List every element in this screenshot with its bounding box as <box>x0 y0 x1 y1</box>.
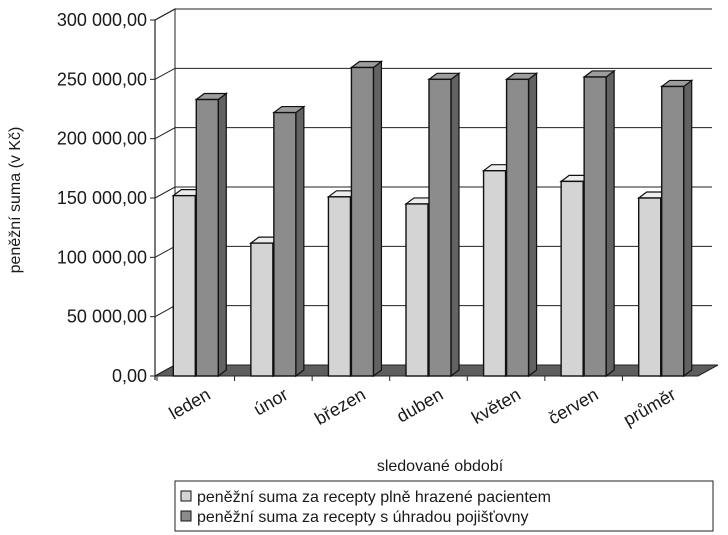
y-tick-label: 100 000,00 <box>57 247 147 267</box>
bar-2-5 <box>504 72 539 378</box>
bar-2-7 <box>659 79 694 378</box>
y-tick-label: 0,00 <box>112 366 147 386</box>
x-tick-label: květen <box>468 384 524 428</box>
gridline <box>154 67 712 80</box>
legend: peněžní suma za recepty plně hrazené pac… <box>174 480 714 532</box>
legend-swatch-series-1 <box>180 490 192 502</box>
y-tick-label: 50 000,00 <box>67 307 147 327</box>
x-tick-label: březen <box>311 384 369 429</box>
x-tick-label: leden <box>166 384 214 423</box>
bars <box>171 60 694 378</box>
legend-entry-series-1: peněžní suma za recepty plně hrazené pac… <box>197 489 551 506</box>
gridline <box>154 8 712 21</box>
y-tick-label: 150 000,00 <box>57 188 147 208</box>
legend-entry-series-2: peněžní suma za recepty s úhradou pojišť… <box>197 509 529 526</box>
y-axis-ticks: 0,00 50 000,00 100 000,00 150 000,00 200 000… <box>57 10 155 386</box>
y-axis-label: peněžní suma (v Kč) <box>7 127 24 274</box>
bar-2-1 <box>194 92 229 378</box>
x-tick-label: průměr <box>620 384 679 430</box>
y-tick-label: 200 000,00 <box>57 129 147 149</box>
y-tick-label: 300 000,00 <box>57 10 147 30</box>
x-tick-label: únor <box>250 384 291 419</box>
bar-2-6 <box>582 69 616 378</box>
x-tick-label: duben <box>393 384 446 426</box>
x-axis-label: sledované období <box>377 458 504 475</box>
bar-2-2 <box>272 105 306 378</box>
x-tick-label: červen <box>545 384 602 428</box>
bar-2-4 <box>427 72 461 378</box>
y-tick-label: 250 000,00 <box>57 69 147 89</box>
bar-2-3 <box>349 60 384 378</box>
x-axis-ticks: leden únor březen duben květen červen průměr <box>156 376 679 430</box>
legend-swatch-series-2 <box>180 510 192 522</box>
